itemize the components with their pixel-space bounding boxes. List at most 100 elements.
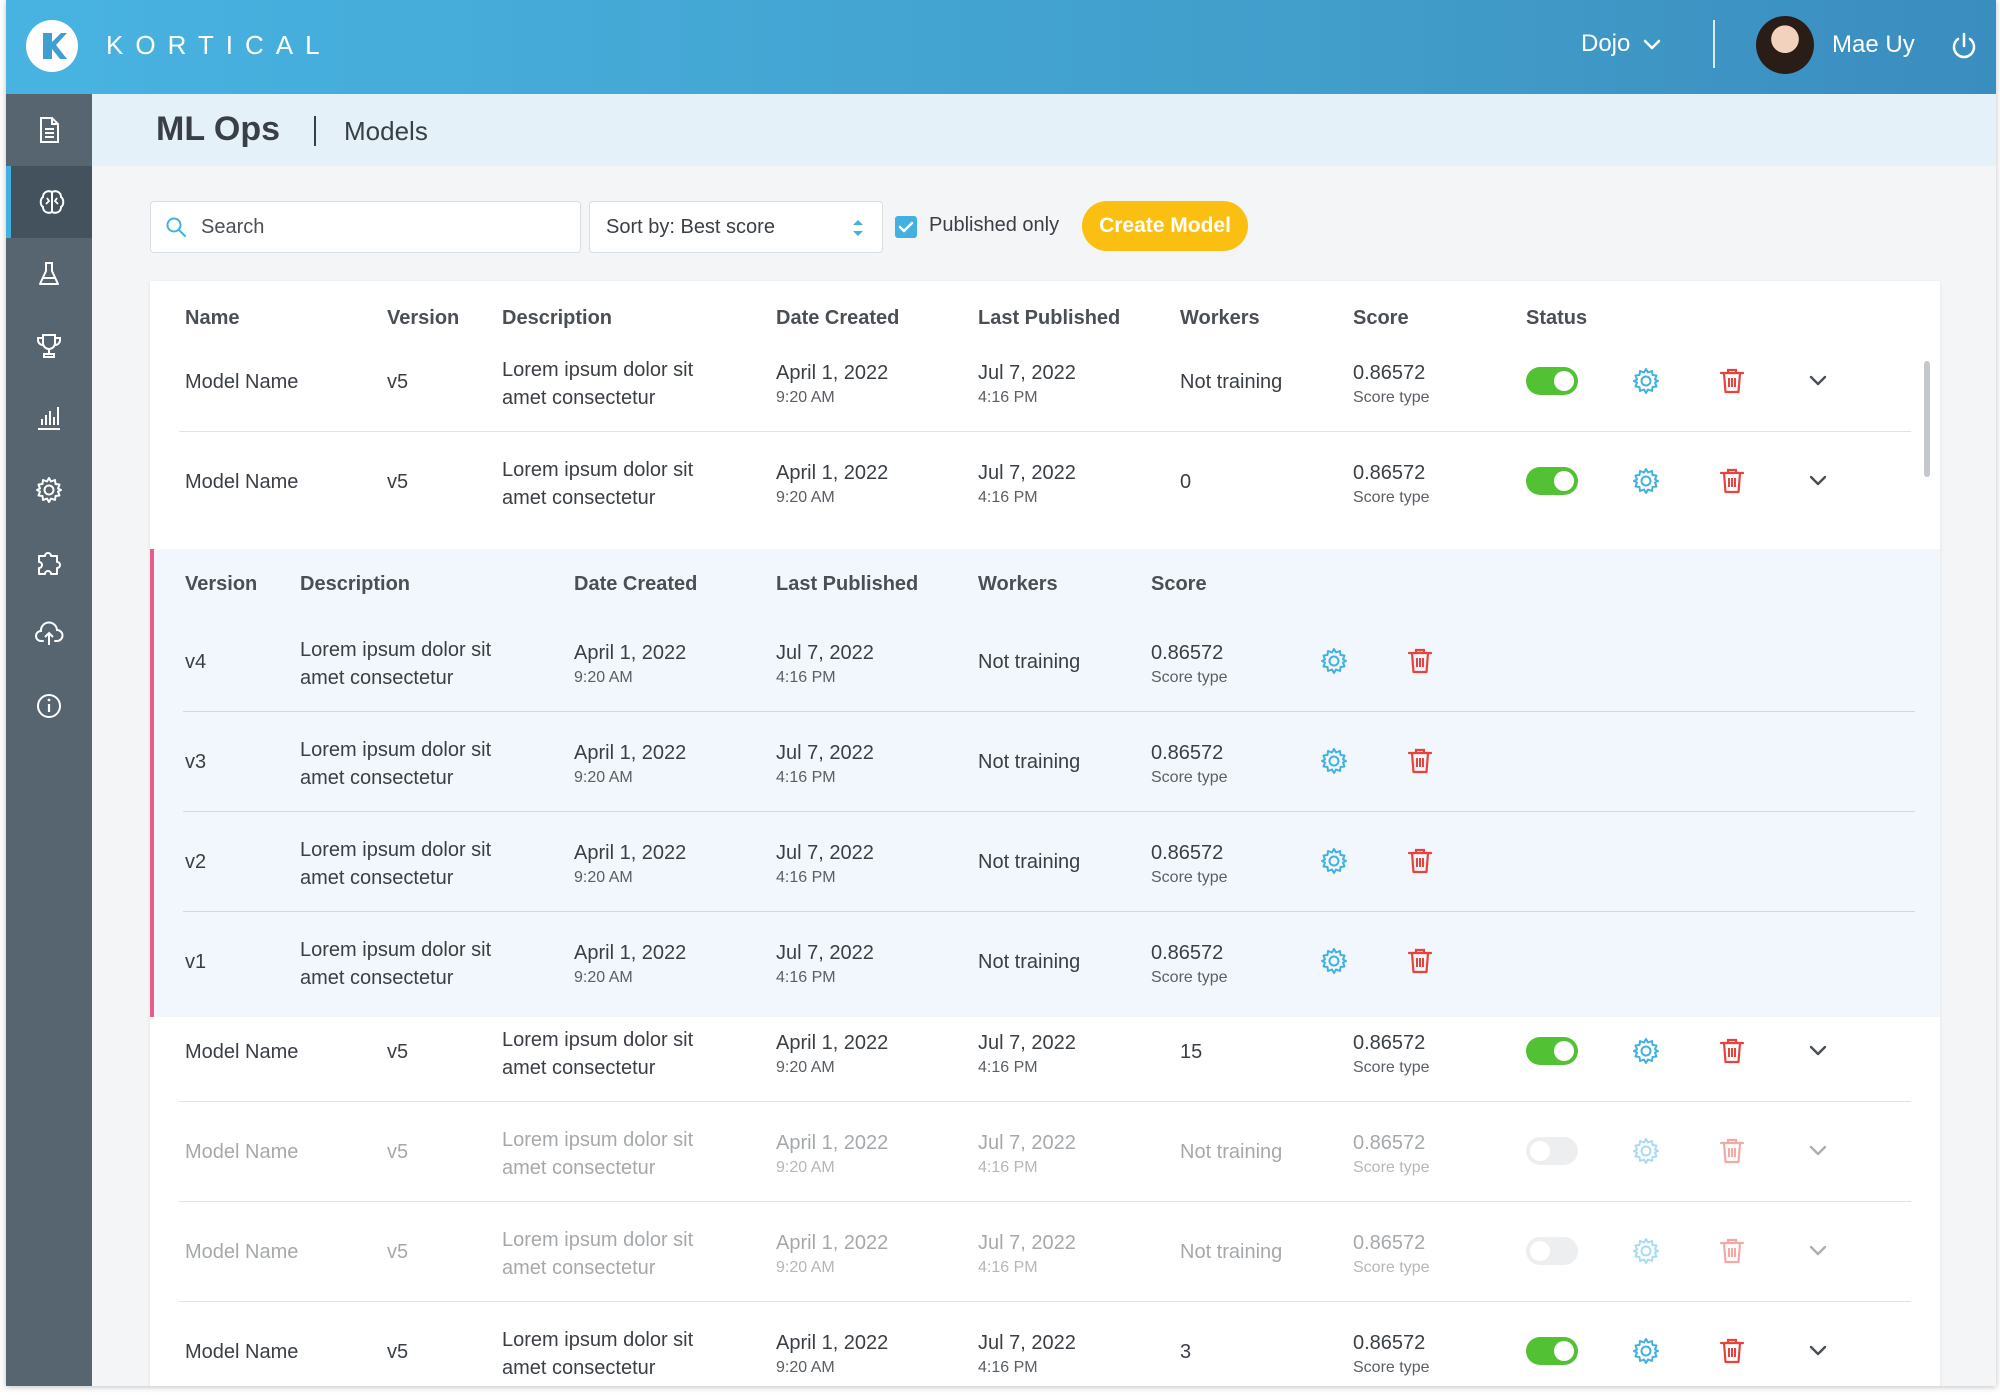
create-model-button[interactable]: Create Model bbox=[1082, 201, 1248, 251]
settings-button[interactable] bbox=[1630, 465, 1662, 497]
status-toggle[interactable] bbox=[1526, 1137, 1578, 1165]
expand-button[interactable] bbox=[1802, 1135, 1834, 1167]
model-name[interactable]: Model Name bbox=[185, 371, 299, 393]
column-header-version[interactable]: Version bbox=[387, 307, 460, 329]
table-row[interactable]: Model Name v5 Lorem ipsum dolor sit amet co… bbox=[150, 431, 1940, 531]
delete-button[interactable] bbox=[1716, 1035, 1748, 1067]
version-row[interactable]: v1 Lorem ipsum dolor sit amet consectetur A… bbox=[154, 911, 1944, 1011]
sidebar-item-leaderboard[interactable] bbox=[6, 310, 92, 382]
sidebar-item-models[interactable] bbox=[6, 166, 92, 238]
sidebar-item-experiments[interactable] bbox=[6, 238, 92, 310]
settings-button[interactable] bbox=[1318, 945, 1350, 977]
model-name[interactable]: Model Name bbox=[185, 1341, 299, 1363]
status-toggle[interactable] bbox=[1526, 367, 1578, 395]
column-header-workers[interactable]: Workers bbox=[1180, 307, 1260, 329]
row-divider bbox=[179, 431, 1911, 432]
gear-icon bbox=[1318, 848, 1350, 881]
expand-button[interactable] bbox=[1802, 1235, 1834, 1267]
row-divider bbox=[179, 1301, 1911, 1302]
model-version: v5 bbox=[387, 1341, 409, 1363]
settings-button[interactable] bbox=[1630, 365, 1662, 397]
table-row[interactable]: Model Name v5 Lorem ipsum dolor sit amet co… bbox=[150, 1201, 1940, 1301]
status-toggle[interactable] bbox=[1526, 1037, 1578, 1065]
user-name[interactable]: Mae Uy bbox=[1832, 31, 1915, 58]
column-header-score[interactable]: Score bbox=[1353, 307, 1409, 329]
sidebar-item-documents[interactable] bbox=[6, 94, 92, 166]
model-name[interactable]: Model Name bbox=[185, 471, 299, 493]
gear-icon bbox=[1630, 1138, 1662, 1171]
sidebar-item-info[interactable] bbox=[6, 670, 92, 742]
date-created: April 1, 2022 bbox=[776, 1032, 889, 1054]
settings-button[interactable] bbox=[1630, 1335, 1662, 1367]
score-value: 0.86572 bbox=[1151, 742, 1224, 764]
expand-button[interactable] bbox=[1802, 1335, 1834, 1367]
settings-button[interactable] bbox=[1630, 1135, 1662, 1167]
sort-select[interactable]: Sort by: Best score bbox=[589, 201, 883, 253]
chevron-down-icon bbox=[1802, 1345, 1834, 1371]
score-type: Score type bbox=[1353, 1259, 1430, 1276]
last-published-date: Jul 7, 2022 bbox=[776, 742, 874, 764]
last-published-date: Jul 7, 2022 bbox=[776, 842, 874, 864]
model-name[interactable]: Model Name bbox=[185, 1241, 299, 1263]
expand-button[interactable] bbox=[1802, 465, 1834, 497]
delete-button[interactable] bbox=[1716, 1235, 1748, 1267]
column-header-status[interactable]: Status bbox=[1526, 307, 1588, 329]
column-header-score: Score bbox=[1151, 573, 1207, 595]
column-header-date-created[interactable]: Date Created bbox=[776, 307, 900, 329]
delete-button[interactable] bbox=[1404, 745, 1436, 777]
sidebar-item-integrations[interactable] bbox=[6, 526, 92, 598]
table-row[interactable]: Model Name v5 Lorem ipsum dolor sit amet co… bbox=[150, 331, 1940, 431]
version-description-line2: amet consectetur bbox=[300, 767, 454, 789]
settings-button[interactable] bbox=[1318, 845, 1350, 877]
column-header-name[interactable]: Name bbox=[185, 307, 240, 329]
delete-button[interactable] bbox=[1716, 365, 1748, 397]
settings-button[interactable] bbox=[1630, 1035, 1662, 1067]
delete-button[interactable] bbox=[1404, 645, 1436, 677]
puzzle-icon bbox=[38, 552, 61, 575]
power-icon[interactable] bbox=[1948, 30, 1980, 62]
avatar[interactable] bbox=[1756, 16, 1814, 74]
model-name[interactable]: Model Name bbox=[185, 1141, 299, 1163]
delete-button[interactable] bbox=[1716, 465, 1748, 497]
version-row[interactable]: v4 Lorem ipsum dolor sit amet consectetur A… bbox=[154, 611, 1944, 711]
last-published-date: Jul 7, 2022 bbox=[978, 462, 1076, 484]
sidebar-item-deploy[interactable] bbox=[6, 598, 92, 670]
status-toggle[interactable] bbox=[1526, 467, 1578, 495]
score-type: Score type bbox=[1353, 1059, 1430, 1076]
version-row[interactable]: v2 Lorem ipsum dolor sit amet consectetur A… bbox=[154, 811, 1944, 911]
settings-button[interactable] bbox=[1318, 745, 1350, 777]
table-row[interactable]: Model Name v5 Lorem ipsum dolor sit amet co… bbox=[150, 1001, 1940, 1101]
toggle-knob bbox=[1554, 371, 1574, 391]
settings-button[interactable] bbox=[1318, 645, 1350, 677]
table-row[interactable]: Model Name v5 Lorem ipsum dolor sit amet co… bbox=[150, 1101, 1940, 1201]
delete-button[interactable] bbox=[1404, 845, 1436, 877]
search-icon bbox=[166, 217, 186, 237]
status-toggle[interactable] bbox=[1526, 1337, 1578, 1365]
model-name[interactable]: Model Name bbox=[185, 1041, 299, 1063]
column-header-last-published[interactable]: Last Published bbox=[978, 307, 1121, 329]
scrollbar[interactable] bbox=[1924, 361, 1930, 477]
expand-button[interactable] bbox=[1802, 365, 1834, 397]
workspace-dropdown[interactable]: Dojo bbox=[1581, 30, 1664, 58]
column-header-description[interactable]: Description bbox=[502, 307, 613, 329]
published-only-label[interactable]: Published only bbox=[929, 214, 1060, 236]
toggle-knob bbox=[1554, 471, 1574, 491]
expand-button[interactable] bbox=[1802, 1035, 1834, 1067]
settings-button[interactable] bbox=[1630, 1235, 1662, 1267]
kortical-logo-icon bbox=[26, 20, 78, 72]
delete-button[interactable] bbox=[1716, 1335, 1748, 1367]
version-row[interactable]: v3 Lorem ipsum dolor sit amet consectetur A… bbox=[154, 711, 1944, 811]
delete-button[interactable] bbox=[1404, 945, 1436, 977]
breadcrumb[interactable]: Models bbox=[344, 116, 428, 146]
score-value: 0.86572 bbox=[1353, 1232, 1426, 1254]
sort-label: Sort by: Best score bbox=[606, 216, 775, 238]
sidebar-item-analytics[interactable] bbox=[6, 382, 92, 454]
search-input[interactable] bbox=[201, 212, 561, 242]
published-only-checkbox[interactable] bbox=[895, 216, 917, 238]
delete-button[interactable] bbox=[1716, 1135, 1748, 1167]
gear-icon bbox=[1318, 648, 1350, 681]
status-toggle[interactable] bbox=[1526, 1237, 1578, 1265]
table-row[interactable]: Model Name v5 Lorem ipsum dolor sit amet co… bbox=[150, 1301, 1940, 1386]
last-published-time: 4:16 PM bbox=[776, 769, 836, 786]
sidebar-item-settings[interactable] bbox=[6, 454, 92, 526]
